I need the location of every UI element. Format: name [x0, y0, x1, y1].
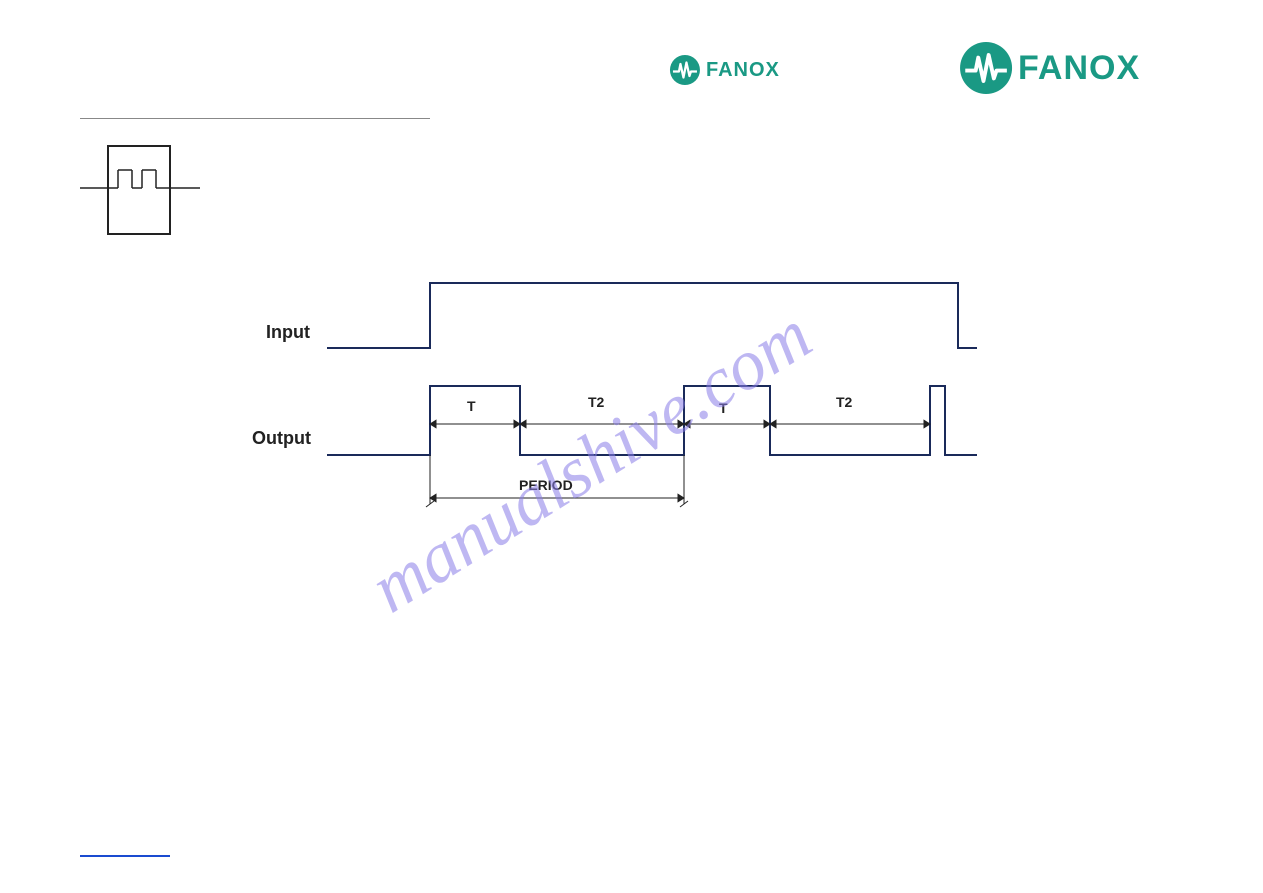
logo-small: FANOX [670, 55, 780, 85]
timing-diagram [320, 270, 985, 515]
logo-large: FANOX [960, 42, 1140, 94]
t2-label-2: T2 [836, 394, 852, 410]
period-label: PERIOD [519, 477, 573, 493]
pulse-icon [960, 42, 1012, 94]
symbol-icon [70, 136, 210, 244]
pulse-icon [670, 55, 700, 85]
t-label-2: T [719, 400, 728, 416]
t-label-1: T [467, 398, 476, 414]
t2-label-1: T2 [588, 394, 604, 410]
input-label: Input [266, 322, 310, 343]
top-rule [80, 118, 430, 119]
output-label: Output [252, 428, 311, 449]
bottom-rule [80, 855, 170, 857]
